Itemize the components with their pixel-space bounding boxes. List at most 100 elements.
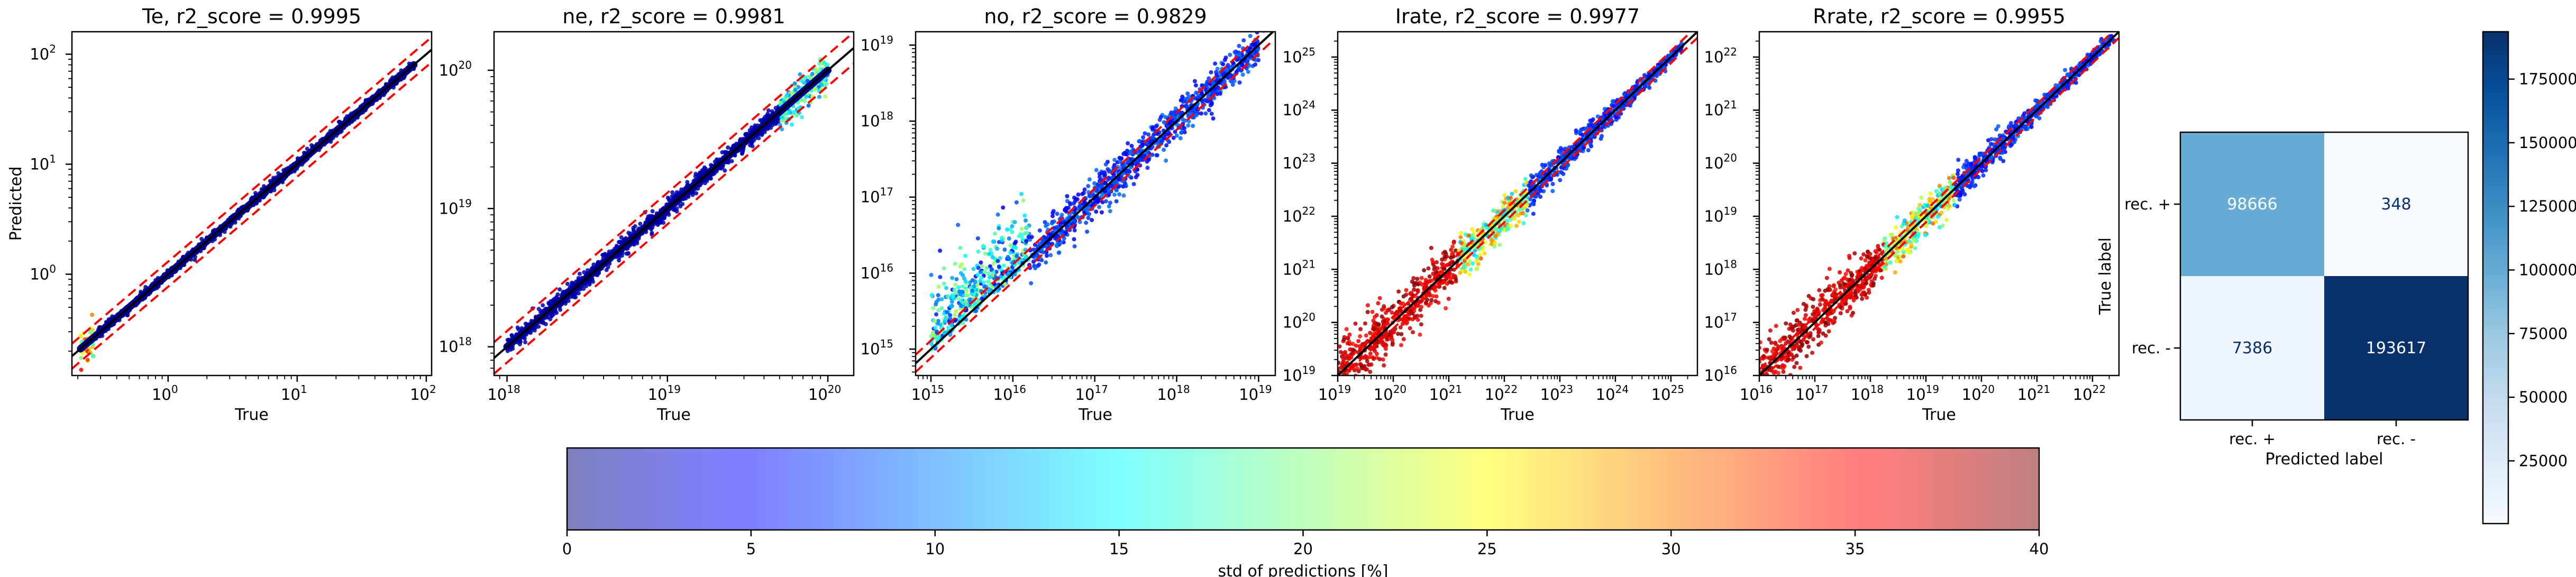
scatter-point [949, 299, 954, 304]
scatter-point [1103, 162, 1108, 167]
scatter-point [543, 322, 548, 326]
scatter-point [817, 95, 821, 99]
scatter-point [787, 110, 792, 115]
scatter-point [1364, 333, 1368, 338]
scatter-point [1162, 148, 1166, 152]
scatter-point [975, 236, 980, 241]
upper-band-line [72, 36, 432, 345]
scatter-point [638, 222, 643, 226]
scatter-point [979, 276, 984, 280]
scatter-point [970, 278, 975, 282]
scatter-point [1008, 250, 1013, 255]
scatter-point [1085, 230, 1090, 234]
scatter-point [1006, 271, 1011, 276]
scatter-point [1129, 143, 1134, 148]
scatter-point [1017, 234, 1021, 239]
scatter-point [982, 284, 986, 289]
scatter-point [1128, 151, 1132, 156]
scatter-point [970, 288, 975, 293]
scatter-point [938, 274, 943, 279]
scatter-point [954, 309, 958, 314]
scatter-point [1218, 91, 1222, 96]
scatter-point [943, 319, 947, 324]
scatter-point [988, 275, 992, 280]
scatter-point [79, 368, 84, 372]
scatter-point [1114, 199, 1119, 204]
scatter-point [1013, 240, 1018, 244]
scatter-point [987, 288, 992, 293]
scatter-point [678, 204, 683, 208]
scatter-point [994, 270, 999, 274]
scatter-point [1237, 80, 1242, 85]
scatter-point [983, 251, 988, 256]
scatter-point [803, 95, 808, 99]
scatter-point [766, 108, 771, 113]
scatter-point [971, 267, 976, 271]
scatter-point [1001, 205, 1006, 210]
scatter-point [626, 251, 631, 256]
scatter-point [1064, 230, 1068, 234]
scatter-point [85, 358, 90, 362]
scatter-point [1164, 143, 1169, 148]
panel-title: no, r2_score = 0.9829 [984, 5, 1207, 28]
scatter-point [566, 298, 571, 303]
scatter-point [581, 287, 586, 291]
scatter-point [939, 297, 944, 301]
scatter-point [1411, 330, 1415, 335]
scatter-point [1342, 376, 1346, 380]
scatter-point [1200, 99, 1204, 104]
scatter-point [1063, 207, 1067, 212]
scatter-point [1065, 194, 1070, 198]
scatter-point [1241, 38, 1246, 43]
scatter-point [1481, 248, 1485, 252]
y-tick-label: 1020 [439, 59, 472, 79]
scatter-point [990, 267, 994, 272]
scatter-point [550, 314, 554, 318]
scatter-point [1094, 209, 1099, 214]
scatter-point [1138, 157, 1143, 162]
scatter-point [1429, 245, 1433, 250]
x-tick-label: 102 [410, 383, 436, 404]
scatter-point [1398, 325, 1403, 329]
scatter-point [1167, 121, 1171, 126]
scatter-point [1126, 141, 1130, 145]
scatter-point [1118, 160, 1122, 164]
scatter-point [960, 262, 964, 267]
scatter-point [1121, 193, 1126, 198]
scatter-point [1001, 263, 1006, 268]
scatter-point [944, 286, 948, 290]
y-tick-label: 1016 [861, 261, 893, 282]
scatter-point [670, 190, 675, 195]
scatter-point [952, 313, 957, 317]
y-tick-label: 1018 [439, 335, 472, 356]
plot-area [494, 32, 854, 375]
scatter-point [769, 125, 773, 130]
scatter-point [972, 284, 976, 289]
scatter-point [956, 223, 961, 227]
scatter-point [780, 115, 784, 120]
scatter-point [1475, 266, 1479, 271]
scatter-point [756, 136, 761, 141]
scatter-point [1112, 193, 1117, 197]
scatter-point [1449, 248, 1454, 252]
scatter-point [929, 292, 934, 297]
scatter-point [603, 252, 608, 257]
scatter-point [1108, 200, 1112, 205]
scatter-point [1025, 231, 1029, 235]
scatter-point [979, 260, 983, 265]
scatter-point [982, 269, 987, 274]
scatter-point [546, 300, 551, 305]
scatter-point [1019, 191, 1024, 196]
scatter-point [586, 268, 590, 273]
scatter-point [1169, 110, 1174, 115]
scatter-point [1226, 63, 1230, 68]
ideal-line [72, 49, 432, 357]
plot-area [72, 36, 432, 372]
scatter-point [992, 231, 997, 236]
scatter-point [1434, 294, 1439, 299]
scatter-point [1344, 327, 1349, 332]
scatter-point [1045, 253, 1049, 258]
scatter-point [1022, 213, 1027, 218]
scatter-point [90, 354, 95, 359]
scatter-point [1232, 50, 1237, 54]
